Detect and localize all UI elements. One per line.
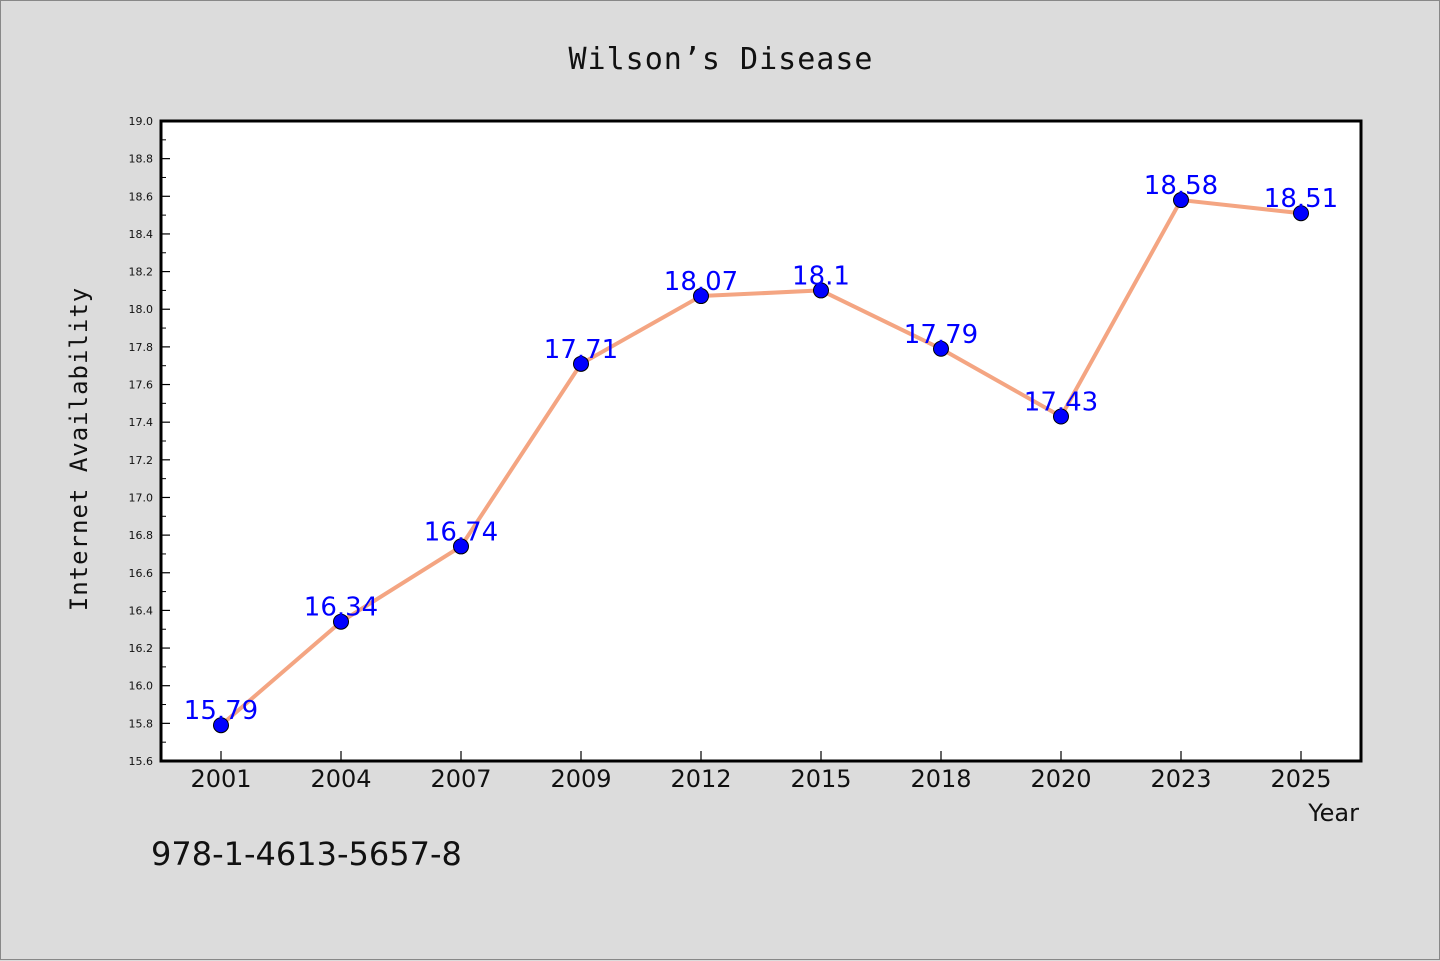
data-label: 18.58 [1144, 171, 1218, 201]
data-label: 18.07 [664, 267, 738, 297]
x-axis: 2001 2004 2007 2009 2012 2015 2018 2020 2023 2025 [190, 751, 1332, 793]
y-tick-label: 17.4 [129, 416, 154, 429]
x-tick-label: 2012 [670, 765, 731, 793]
data-point [933, 340, 949, 357]
y-tick-label: 16.2 [129, 642, 154, 655]
y-tick-label: 16.0 [129, 680, 154, 693]
data-label: 15.79 [184, 696, 258, 726]
x-tick-label: 2009 [550, 765, 611, 793]
data-point [1053, 408, 1069, 425]
y-tick-label: 18.2 [129, 266, 154, 279]
plot-area [161, 121, 1361, 761]
y-tick-label: 16.4 [129, 604, 154, 617]
y-tick-label: 16.8 [129, 529, 154, 542]
y-axis: 15.6 15.8 16.0 16.2 16.4 16.6 16.8 17.0 17.2 17.4… [129, 115, 170, 768]
chart-title: Wilson’s Disease [569, 42, 874, 77]
x-tick-label: 2015 [790, 765, 851, 793]
y-tick-label: 17.0 [129, 491, 154, 504]
y-tick-label: 17.8 [129, 341, 154, 354]
y-tick-label: 18.4 [129, 228, 154, 241]
y-tick-label: 19.0 [129, 115, 154, 128]
series-line [219, 198, 1302, 727]
x-tick-label: 2001 [190, 765, 251, 793]
y-tick-label: 15.8 [129, 717, 154, 730]
data-point [1173, 192, 1189, 209]
data-label-group: 15.79 16.34 16.74 17.71 18.07 18.1 17.79 17.43 1… [184, 171, 1338, 726]
x-tick-label: 2020 [1030, 765, 1091, 793]
data-label: 18.1 [792, 261, 850, 291]
y-tick-label: 15.6 [129, 755, 154, 768]
data-point [813, 282, 829, 299]
data-label: 16.74 [424, 517, 498, 547]
y-tick-label: 17.2 [129, 454, 154, 467]
data-point [573, 355, 589, 372]
data-label: 17.79 [904, 320, 978, 350]
x-tick-label: 2018 [910, 765, 971, 793]
y-tick-label: 18.0 [129, 303, 154, 316]
data-label: 17.43 [1024, 388, 1098, 418]
data-label: 17.71 [544, 335, 618, 365]
data-label: 16.34 [304, 593, 378, 623]
series-group [213, 192, 1309, 734]
plot-frame [159, 119, 1363, 763]
data-point [693, 288, 709, 305]
data-label: 18.51 [1264, 184, 1338, 214]
y-axis-label: Internet Availability [65, 287, 93, 611]
x-tick-label: 2025 [1270, 765, 1331, 793]
data-point [213, 717, 229, 734]
y-tick-label: 18.8 [129, 153, 154, 166]
x-tick-label: 2007 [430, 765, 491, 793]
x-tick-label: 2023 [1150, 765, 1211, 793]
x-axis-label: Year [1307, 799, 1359, 827]
y-tick-label: 18.6 [129, 190, 154, 203]
data-point [453, 538, 469, 555]
footer-code: 978-1-4613-5657-8 [151, 835, 462, 873]
data-point [1293, 205, 1309, 222]
y-tick-label: 17.6 [129, 379, 154, 392]
x-tick-label: 2004 [310, 765, 371, 793]
data-point [333, 613, 349, 630]
y-tick-label: 16.6 [129, 567, 154, 580]
